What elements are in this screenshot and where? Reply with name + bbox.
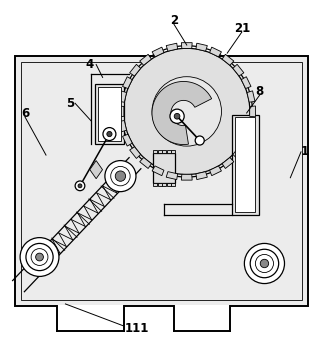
Circle shape — [75, 181, 85, 191]
Polygon shape — [140, 157, 151, 169]
Circle shape — [115, 171, 125, 181]
Polygon shape — [247, 91, 255, 102]
Circle shape — [195, 136, 204, 145]
Circle shape — [250, 249, 279, 278]
Bar — [15, 57, 308, 306]
Polygon shape — [140, 54, 151, 65]
Bar — [232, 114, 259, 215]
Circle shape — [244, 244, 284, 283]
Bar — [98, 87, 121, 141]
Polygon shape — [210, 166, 221, 176]
Circle shape — [107, 132, 112, 137]
Bar — [162, 150, 166, 154]
Polygon shape — [119, 91, 126, 102]
Polygon shape — [196, 172, 207, 180]
Polygon shape — [123, 77, 132, 89]
Polygon shape — [210, 47, 221, 57]
Polygon shape — [130, 64, 141, 76]
Polygon shape — [130, 147, 141, 158]
Polygon shape — [196, 43, 207, 51]
Circle shape — [26, 244, 53, 270]
Polygon shape — [90, 161, 102, 179]
Polygon shape — [241, 77, 251, 89]
Text: 111: 111 — [124, 322, 149, 335]
Text: 8: 8 — [255, 86, 264, 98]
Polygon shape — [233, 147, 244, 158]
Bar — [174, 305, 230, 332]
Text: 2: 2 — [170, 14, 178, 27]
Bar — [153, 150, 157, 154]
Bar — [171, 183, 175, 186]
Bar — [235, 117, 255, 212]
Bar — [95, 84, 124, 144]
Circle shape — [255, 254, 274, 273]
Bar — [167, 183, 171, 186]
Circle shape — [170, 109, 184, 123]
Text: 1: 1 — [301, 145, 309, 158]
Text: 21: 21 — [234, 22, 250, 35]
Circle shape — [36, 253, 44, 261]
Circle shape — [103, 128, 116, 141]
Polygon shape — [181, 174, 192, 180]
Bar — [158, 150, 162, 154]
Circle shape — [105, 161, 136, 192]
Polygon shape — [247, 120, 255, 132]
Circle shape — [124, 48, 250, 174]
Polygon shape — [181, 43, 192, 49]
Text: 5: 5 — [66, 97, 74, 110]
Polygon shape — [119, 120, 126, 132]
Circle shape — [260, 259, 269, 268]
Circle shape — [20, 238, 59, 276]
Polygon shape — [110, 166, 133, 189]
Polygon shape — [152, 81, 212, 144]
Bar — [167, 150, 171, 154]
Polygon shape — [241, 134, 251, 146]
Polygon shape — [152, 166, 164, 176]
Circle shape — [152, 77, 221, 146]
Bar — [171, 150, 175, 154]
Polygon shape — [222, 157, 234, 169]
Bar — [158, 183, 162, 186]
Polygon shape — [166, 43, 177, 51]
Bar — [153, 154, 176, 183]
Polygon shape — [152, 47, 164, 57]
Polygon shape — [222, 54, 234, 65]
Polygon shape — [123, 134, 132, 146]
Polygon shape — [250, 106, 255, 117]
Bar — [57, 305, 124, 332]
Circle shape — [31, 248, 48, 266]
Bar — [21, 62, 302, 300]
Circle shape — [111, 166, 130, 186]
Polygon shape — [233, 64, 244, 76]
Bar — [162, 183, 166, 186]
Circle shape — [78, 184, 82, 188]
Polygon shape — [166, 172, 177, 180]
Text: 6: 6 — [21, 106, 29, 119]
Circle shape — [174, 113, 180, 119]
Bar — [153, 183, 157, 186]
Text: 4: 4 — [85, 58, 94, 71]
Polygon shape — [118, 106, 124, 117]
